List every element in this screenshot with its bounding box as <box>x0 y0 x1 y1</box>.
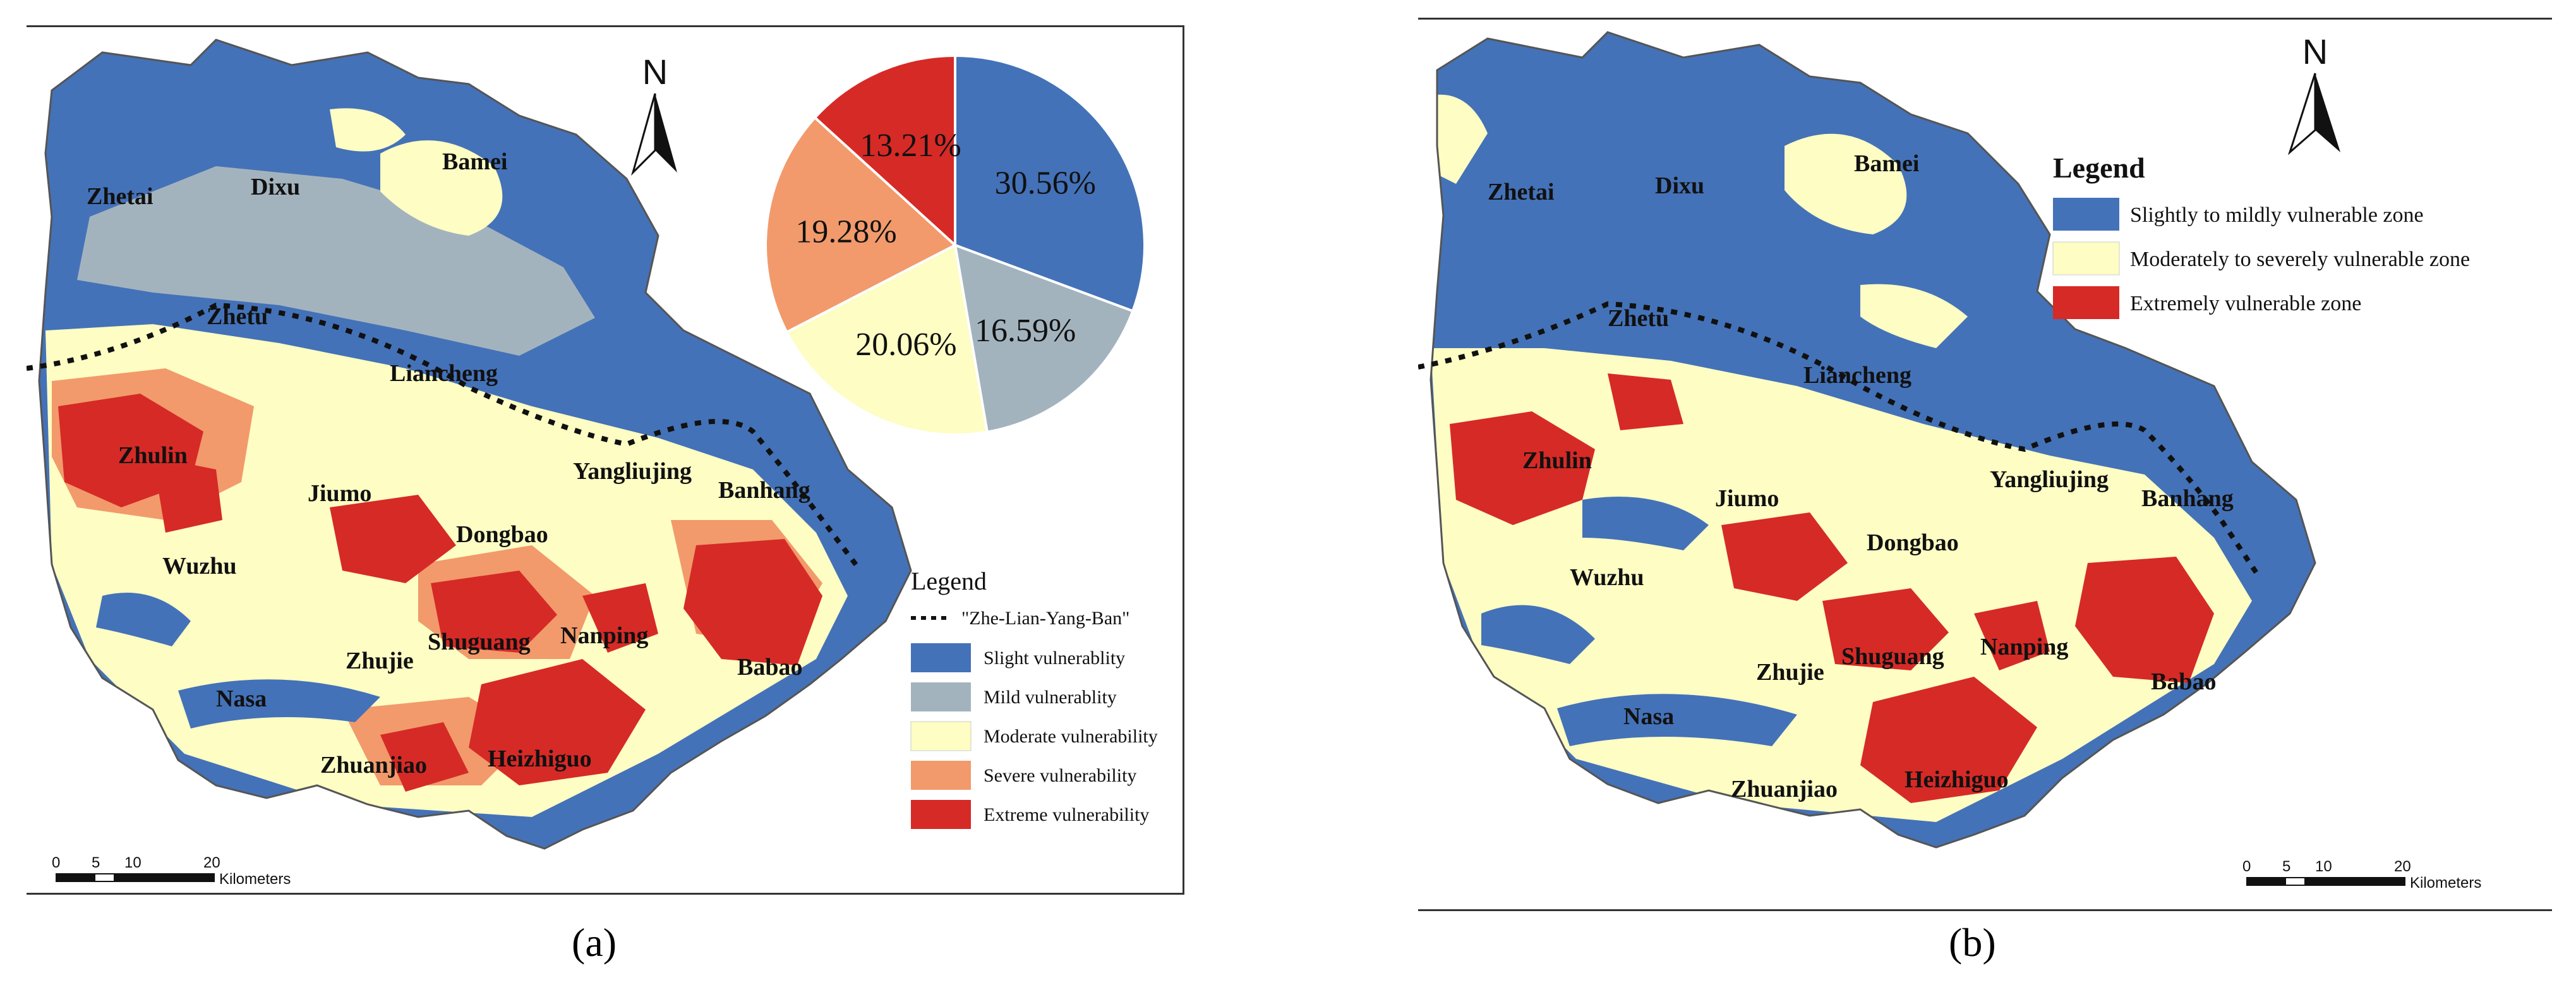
region-boundary-b <box>1429 31 2316 849</box>
north-arrow-icon: N <box>631 52 677 176</box>
place-label: Banhang <box>2141 485 2234 512</box>
legend-swatch <box>2053 286 2119 319</box>
legend-label: Extremely vulnerable zone <box>2130 292 2361 315</box>
map-b-svg: Zhetai Dixu Bamei Zhetu Liancheng Zhulin… <box>1418 31 2481 892</box>
legend-line-label: "Zhe-Lian-Yang-Ban" <box>961 608 1129 629</box>
legend-title: Legend <box>2053 152 2145 184</box>
scale-bar-b: 0 5 10 20 Kilometers <box>2242 858 2481 892</box>
pie-slice <box>953 243 1135 433</box>
svg-text:10: 10 <box>2315 858 2332 875</box>
place-label: Yangliujing <box>1990 466 2109 493</box>
place-label: Bamei <box>1854 150 1919 177</box>
svg-text:0: 0 <box>2242 858 2251 875</box>
legend-title: Legend <box>911 567 987 595</box>
pie-slice-label: 16.59% <box>975 313 1076 349</box>
pie-slice-label: 19.28% <box>795 214 896 250</box>
legend-swatch <box>910 721 972 751</box>
pie-slice-label: 30.56% <box>995 166 1096 202</box>
place-label: Liancheng <box>390 360 498 387</box>
place-label: Yangliujing <box>573 458 692 485</box>
svg-text:Kilometers: Kilometers <box>219 871 291 888</box>
north-arrow-icon: N <box>2287 32 2340 155</box>
pie-slice <box>954 54 1146 313</box>
place-label: Dixu <box>251 174 300 200</box>
svg-text:10: 10 <box>124 854 141 871</box>
place-label: Banhang <box>718 477 810 504</box>
legend-swatch <box>911 643 971 672</box>
place-label: Jiumo <box>308 480 371 507</box>
place-label: Wuzhu <box>1570 564 1644 591</box>
legend-b: Legend Slightly to mildly vulnerable zon… <box>2052 152 2470 319</box>
caption-a: (a) <box>572 920 617 965</box>
place-label: Dixu <box>1655 172 1704 199</box>
svg-text:Kilometers: Kilometers <box>2410 874 2481 892</box>
place-label: Jiumo <box>1715 485 1779 512</box>
place-label: Zhujie <box>346 648 414 674</box>
place-label: Shuguang <box>428 629 531 655</box>
place-label: Shuguang <box>1841 643 1944 670</box>
place-label: Zhetu <box>207 303 268 330</box>
zhe-lian-yang-ban-line <box>27 302 863 572</box>
legend-label: Extreme vulnerability <box>984 804 1149 825</box>
legend-swatch <box>911 682 971 711</box>
place-label: Dongbao <box>1867 529 1959 556</box>
legend-swatch <box>2052 241 2120 275</box>
zhe-lian-yang-ban-line <box>1418 301 2261 578</box>
legend-label: Moderate vulnerability <box>984 726 1158 747</box>
map-panel-b: Zhetai Dixu Bamei Zhetu Liancheng Zhulin… <box>1418 18 2552 911</box>
legend-label: Slightly to mildly vulnerable zone <box>2130 203 2424 227</box>
svg-text:N: N <box>2302 32 2328 71</box>
place-label: Babao <box>2151 668 2216 695</box>
legend-label: Slight vulnerablity <box>984 648 1125 668</box>
place-label: Bamei <box>442 148 507 175</box>
place-label: Heizhiguo <box>1905 766 2009 793</box>
svg-text:0: 0 <box>52 854 60 871</box>
place-label: Zhulin <box>118 442 188 469</box>
vulnerability-map-b <box>1431 32 2315 847</box>
place-label: Zhuanjiao <box>1731 776 1838 802</box>
place-label: Zhetai <box>87 183 153 210</box>
place-label: Zhetu <box>1608 305 1669 332</box>
map-a-svg: Zhetai Dixu Bamei Zhetu Liancheng Zhulin… <box>27 39 1158 888</box>
legend-a: Legend "Zhe-Lian-Yang-Ban" Slight vulner… <box>910 567 1158 829</box>
caption-b: (b) <box>1949 920 1996 965</box>
place-label: Zhulin <box>1522 447 1592 474</box>
place-label: Nasa <box>1623 703 1674 730</box>
scale-bar-a: 0 5 10 20 Kilometers <box>52 854 291 888</box>
legend-swatch <box>2053 198 2119 231</box>
place-label: Babao <box>737 654 802 680</box>
svg-text:N: N <box>642 52 668 92</box>
legend-swatch <box>911 800 971 829</box>
place-label: Nanping <box>1980 634 2068 660</box>
legend-label: Mild vulnerablity <box>984 687 1117 708</box>
place-label: Liancheng <box>1803 362 1911 389</box>
pie-slice-label: 20.06% <box>855 327 956 363</box>
place-label: Heizhiguo <box>488 746 592 772</box>
legend-swatch <box>911 761 971 790</box>
region-boundary-a <box>38 39 912 850</box>
place-label: Nasa <box>216 686 267 712</box>
pie-slice <box>785 243 989 436</box>
legend-label: Moderately to severely vulnerable zone <box>2130 248 2470 271</box>
place-label: Dongbao <box>456 521 548 548</box>
place-label: Wuzhu <box>162 553 237 579</box>
place-label: Nanping <box>560 622 648 649</box>
svg-text:5: 5 <box>92 854 100 871</box>
place-label: Zhetai <box>1488 179 1555 205</box>
svg-text:20: 20 <box>2394 858 2411 875</box>
place-label: Zhuanjiao <box>320 752 427 778</box>
legend-label: Severe vulnerability <box>984 765 1136 786</box>
map-panel-a: Zhetai Dixu Bamei Zhetu Liancheng Zhulin… <box>27 25 1184 895</box>
pie-slice <box>764 116 958 334</box>
svg-text:20: 20 <box>203 854 220 871</box>
svg-text:5: 5 <box>2282 858 2290 875</box>
pie-slice <box>813 54 956 248</box>
pie-slice-label: 13.21% <box>860 128 961 164</box>
place-label: Zhujie <box>1756 659 1824 686</box>
vulnerability-pie-chart: 30.56% 16.59% 20.06% 19.28% 13.21% <box>764 54 1146 436</box>
